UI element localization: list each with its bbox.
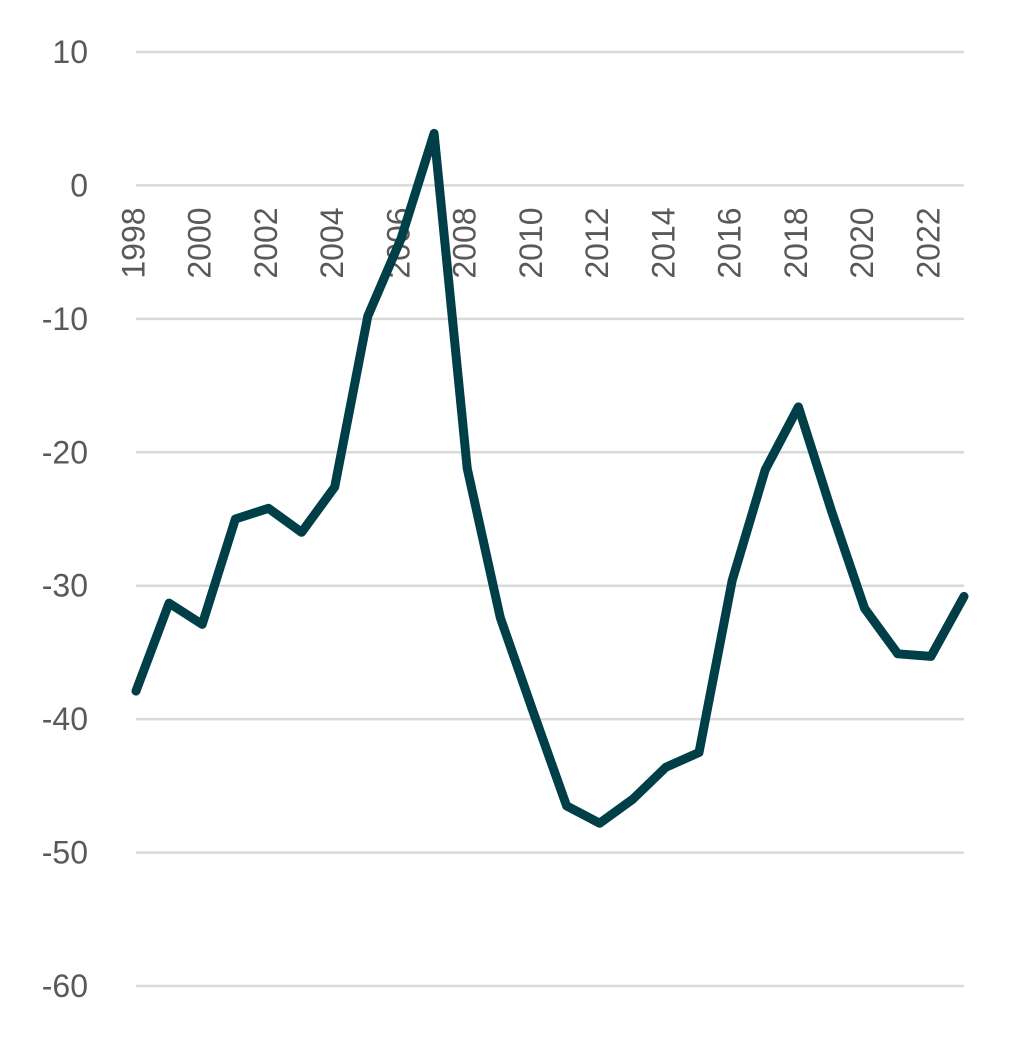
gridlines bbox=[136, 50, 964, 988]
x-tick-label: 1998 bbox=[115, 207, 151, 278]
x-tick-label: 2016 bbox=[712, 207, 748, 278]
y-tick-label: -50 bbox=[42, 835, 88, 871]
x-tick-label: 2010 bbox=[513, 207, 549, 278]
y-axis-tick-labels: 10 0 -10 -20 -30 -40 -50 -60 bbox=[42, 34, 88, 1004]
x-tick-label: 2000 bbox=[182, 207, 218, 278]
series-layer bbox=[131, 128, 969, 828]
y-tick-label: 0 bbox=[70, 167, 88, 203]
series-line bbox=[131, 128, 969, 828]
x-tick-label: 2014 bbox=[645, 207, 681, 278]
x-tick-label: 2018 bbox=[778, 207, 814, 278]
y-tick-label: -10 bbox=[42, 301, 88, 337]
x-tick-label: 2022 bbox=[910, 207, 946, 278]
x-tick-label: 2008 bbox=[447, 207, 483, 278]
y-tick-label: -20 bbox=[42, 434, 88, 470]
y-tick-label: -60 bbox=[42, 968, 88, 1004]
y-tick-label: 10 bbox=[52, 34, 88, 70]
x-tick-label: 2004 bbox=[314, 207, 350, 278]
x-tick-label: 2020 bbox=[844, 207, 880, 278]
x-tick-label: 2012 bbox=[579, 207, 615, 278]
x-axis-tick-labels: 1998 2000 2002 2004 2006 2008 2010 2012 2014 2016… bbox=[115, 207, 946, 278]
y-tick-label: -40 bbox=[42, 701, 88, 737]
x-tick-label: 2002 bbox=[248, 207, 284, 278]
y-tick-label: -30 bbox=[42, 568, 88, 604]
